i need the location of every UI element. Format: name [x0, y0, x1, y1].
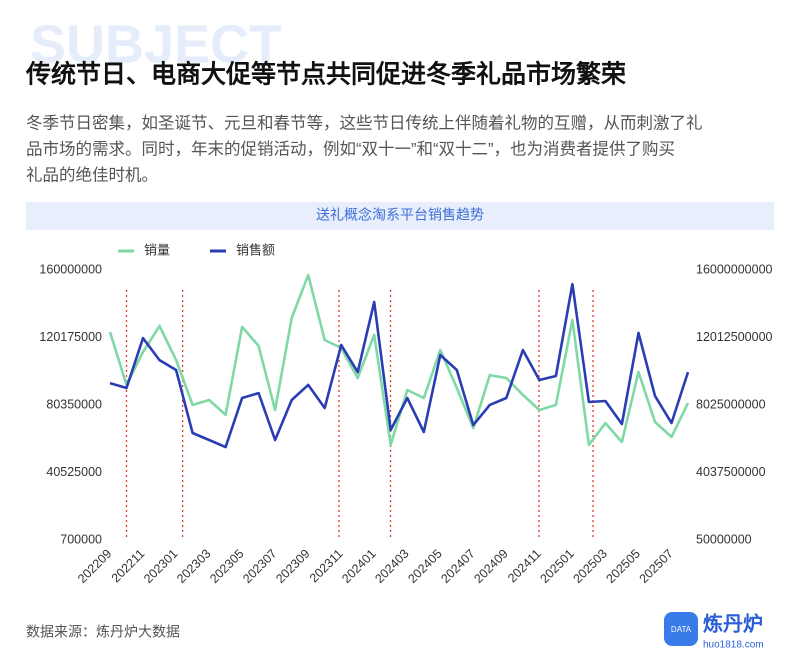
- y-tick-label: 40525000: [46, 465, 102, 479]
- x-tick-label: 202303: [174, 547, 213, 586]
- brand: 炼丹炉: [703, 611, 763, 635]
- x-tick-label: 202305: [207, 547, 246, 586]
- x-tick-label: 202403: [372, 547, 411, 586]
- series-line: [108, 273, 690, 447]
- y2-tick-label: 50000000: [696, 532, 752, 546]
- source: 数据来源：炼丹炉大数据: [26, 624, 180, 640]
- y2-tick-label: 12012500000: [696, 330, 773, 344]
- x-tick-label: 202503: [570, 547, 609, 586]
- y-tick-label: 120175000: [39, 330, 102, 344]
- description-line: 冬季节日密集，如圣诞节、元旦和春节等，这些节日传统上伴随着礼物的互赠，从而刺激了…: [26, 113, 703, 132]
- y-tick-label: 80350000: [46, 397, 102, 411]
- page-title: 传统节日、电商大促等节点共同促进冬季礼品市场繁荣: [25, 60, 626, 89]
- x-tick-label: 202407: [438, 547, 477, 586]
- legend-label: 销售额: [236, 242, 275, 257]
- x-tick-label: 202409: [471, 547, 510, 586]
- x-tick-label: 202411: [505, 547, 544, 586]
- description-line: 礼品的绝佳时机。: [26, 165, 158, 184]
- x-tick-label: 202307: [240, 547, 279, 586]
- y-tick-label: 160000000: [39, 262, 102, 276]
- x-tick-label: 202505: [604, 547, 643, 586]
- y2-tick-label: 8025000000: [696, 397, 766, 411]
- x-tick-label: 202507: [637, 547, 676, 586]
- y-tick-label: 700000: [60, 532, 102, 546]
- x-tick-label: 202501: [537, 547, 576, 586]
- brand-url: huo1818.com: [703, 640, 764, 651]
- watermark: SUBJECT: [30, 14, 282, 74]
- logo-icon: [664, 612, 698, 646]
- description-line: 品市场的需求。同时，年末的促销活动，例如“双十一”和“双十二”，也为消费者提供了…: [26, 139, 675, 158]
- x-tick-label: 202405: [405, 547, 444, 586]
- x-tick-label: 202301: [141, 547, 180, 586]
- y2-tick-label: 16000000000: [696, 262, 773, 276]
- series-line: [109, 282, 690, 449]
- legend-label: 销量: [144, 242, 170, 257]
- x-tick-label: 202209: [75, 547, 114, 586]
- x-tick-label: 202211: [109, 547, 148, 586]
- x-tick-label: 202309: [273, 547, 312, 586]
- x-tick-label: 202401: [339, 547, 378, 586]
- x-tick-label: 202311: [307, 547, 346, 586]
- event-markers: [125, 290, 594, 540]
- y2-tick-label: 4037500000: [696, 465, 766, 479]
- chart-title-bar: [26, 202, 774, 230]
- logo-badge: DATA: [671, 625, 692, 634]
- chart-title: 送礼概念淘系平台销售趋势: [316, 207, 484, 223]
